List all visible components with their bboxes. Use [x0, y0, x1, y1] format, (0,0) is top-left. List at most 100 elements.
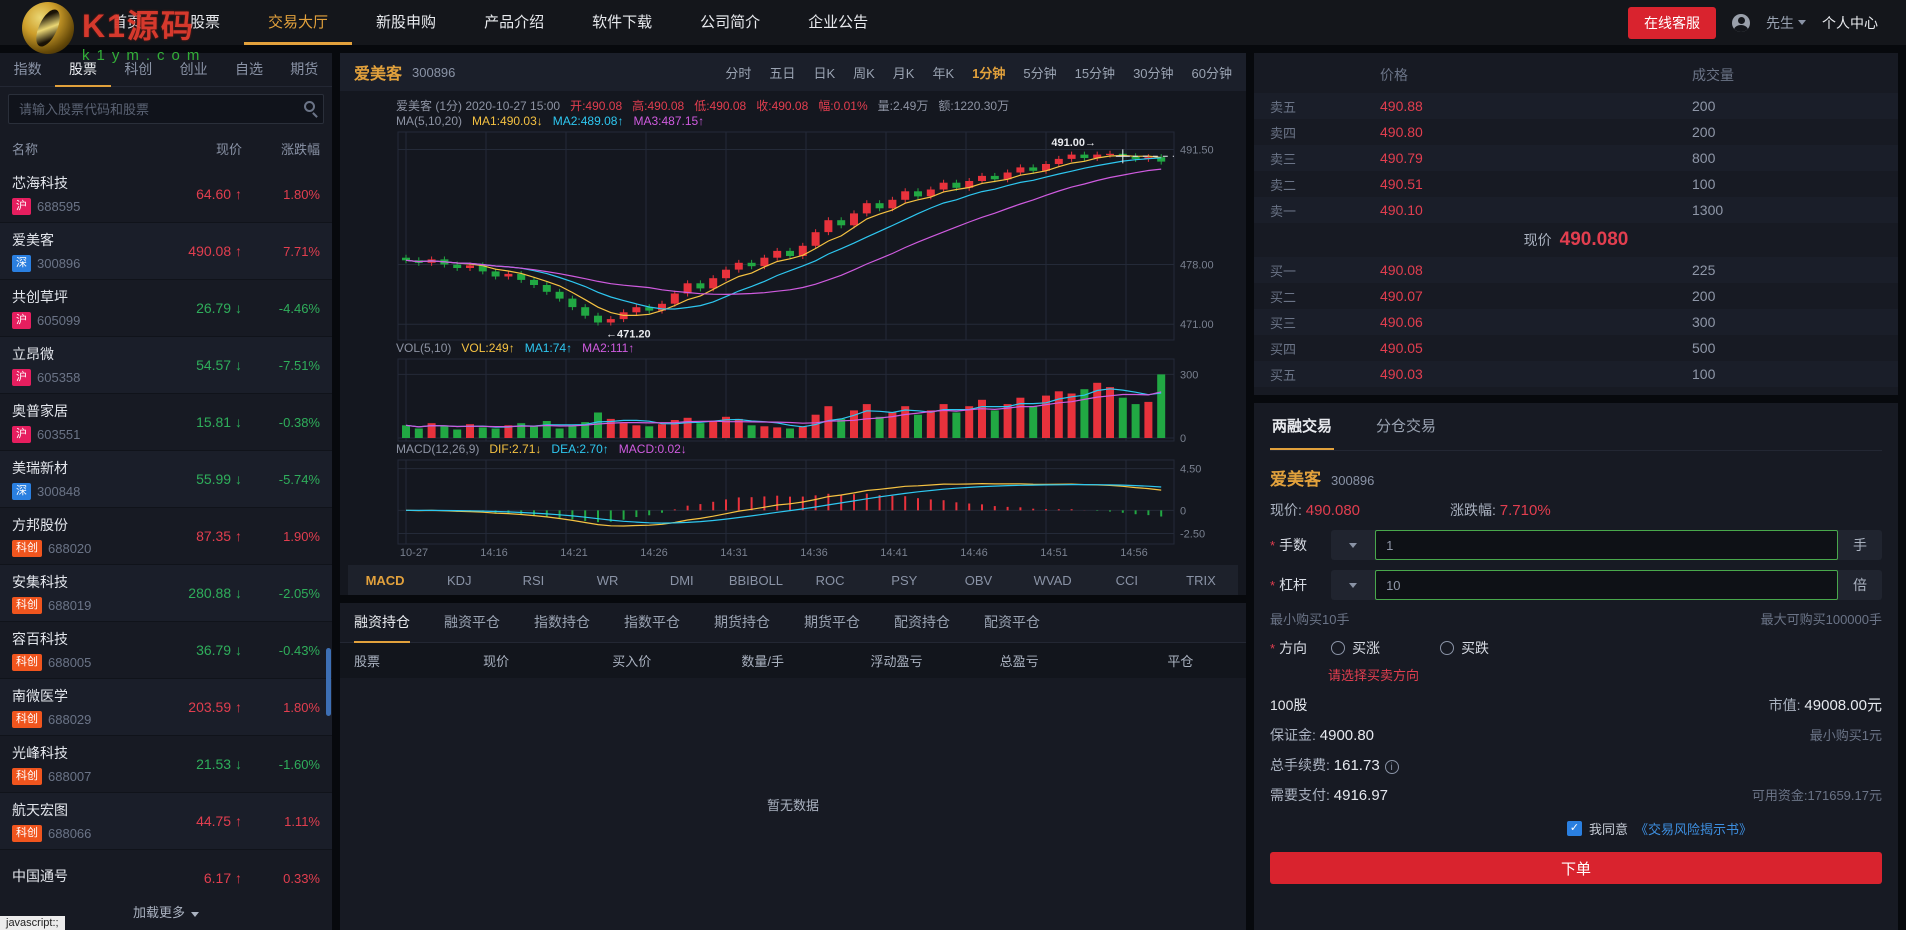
buy-up-radio[interactable]: 买涨 [1331, 638, 1380, 658]
volume-chart[interactable]: 300 0 [348, 358, 1238, 442]
stock-change: -7.51% [278, 357, 320, 373]
online-service-button[interactable]: 在线客服 [1628, 6, 1716, 39]
nav-item-4[interactable]: 产品介绍 [484, 14, 545, 31]
position-tab-6[interactable]: 配资持仓 [894, 613, 950, 630]
timeframe-5分钟[interactable]: 5分钟 [1023, 65, 1057, 81]
market-badge: 科创 [12, 768, 42, 785]
search-icon[interactable] [304, 101, 315, 112]
timeframe-年K[interactable]: 年K [932, 65, 955, 81]
stock-row[interactable]: 安集科技 科创 688019 280.88 ↓ -2.05% [0, 565, 332, 622]
buy-down-radio[interactable]: 买跌 [1440, 638, 1489, 658]
stock-row[interactable]: 奥普家居 沪 603551 15.81 ↓ -0.38% [0, 394, 332, 451]
market-tab-0[interactable]: 指数 [13, 60, 42, 77]
lots-select[interactable] [1331, 542, 1375, 548]
indicator-tab-WVAD[interactable]: WVAD [1033, 572, 1072, 588]
leverage-select[interactable] [1331, 582, 1375, 588]
info-icon[interactable]: i [1384, 760, 1399, 774]
risk-agreement-link[interactable]: 《交易风险揭示书》 [1634, 822, 1752, 837]
order-level: 买三 [1270, 315, 1297, 331]
stock-row[interactable]: 芯海科技 沪 688595 64.60 ↑ 1.80% [0, 166, 332, 223]
scrollbar-thumb[interactable] [326, 648, 331, 716]
stock-row[interactable]: 光峰科技 科创 688007 21.53 ↓ -1.60% [0, 736, 332, 793]
market-tab-1[interactable]: 股票 [55, 53, 111, 87]
nav-item-5[interactable]: 软件下载 [592, 14, 653, 31]
positions-column: 总盈亏 [999, 654, 1039, 669]
user-menu[interactable]: 先生 [1766, 13, 1806, 33]
nav-item-6[interactable]: 公司简介 [700, 14, 761, 31]
stock-row[interactable]: 中国通号 6.17 ↑ 0.33% [0, 850, 332, 896]
stock-name: 共创草坪 [12, 289, 68, 306]
nav-item-2[interactable]: 交易大厅 [244, 0, 353, 45]
position-tab-0[interactable]: 融资持仓 [354, 603, 410, 643]
place-order-button[interactable]: 下单 [1270, 852, 1882, 884]
position-tab-2[interactable]: 指数持仓 [534, 613, 590, 630]
stock-row[interactable]: 立昂微 沪 605358 54.57 ↓ -7.51% [0, 337, 332, 394]
timeframe-五日[interactable]: 五日 [769, 65, 796, 81]
order-book-row[interactable]: 卖三 490.79 800 [1254, 145, 1898, 171]
order-book-row[interactable]: 卖二 490.51 100 [1254, 171, 1898, 197]
indicator-tab-OBV[interactable]: OBV [964, 572, 993, 588]
order-book-row[interactable]: 买五 490.03 100 [1254, 361, 1898, 387]
market-tab-5[interactable]: 期货 [290, 60, 319, 77]
position-tab-1[interactable]: 融资平仓 [444, 613, 500, 630]
stock-row[interactable]: 美瑞新材 深 300848 55.99 ↓ -5.74% [0, 451, 332, 508]
trade-tab-0[interactable]: 两融交易 [1270, 403, 1335, 450]
stock-row[interactable]: 方邦股份 科创 688020 87.35 ↑ 1.90% [0, 508, 332, 565]
stock-row[interactable]: 航天宏图 科创 688066 44.75 ↑ 1.11% [0, 793, 332, 850]
stock-row[interactable]: 南微医学 科创 688029 203.59 ↑ 1.80% [0, 679, 332, 736]
position-tab-4[interactable]: 期货持仓 [714, 613, 770, 630]
nav-item-0[interactable]: 首页 [112, 14, 143, 31]
macd-chart[interactable]: 4.50 0 -2.50 [348, 459, 1238, 545]
agree-checkbox[interactable]: ✓ [1566, 821, 1582, 836]
order-book-row[interactable]: 买三 490.06 300 [1254, 309, 1898, 335]
indicator-tab-KDJ[interactable]: KDJ [446, 572, 472, 588]
stock-row[interactable]: 容百科技 科创 688005 36.79 ↓ -0.43% [0, 622, 332, 679]
nav-item-7[interactable]: 企业公告 [808, 14, 869, 31]
order-book-row[interactable]: 卖五 490.88 200 [1254, 93, 1898, 119]
indicator-tab-RSI[interactable]: RSI [522, 572, 545, 588]
market-tab-3[interactable]: 创业 [179, 60, 208, 77]
timeframe-周K[interactable]: 周K [853, 65, 875, 81]
trade-price-line: 现价: 490.080 涨跌幅: 7.710% [1270, 502, 1551, 519]
leverage-input[interactable] [1375, 570, 1838, 600]
timeframe-日K[interactable]: 日K [813, 65, 836, 81]
order-book-row[interactable]: 买一 490.08 225 [1254, 257, 1898, 283]
nav-item-1[interactable]: 股票 [190, 14, 221, 31]
timeframe-分时[interactable]: 分时 [725, 65, 752, 81]
timeframe-月K[interactable]: 月K [892, 65, 915, 81]
indicator-tab-TRIX[interactable]: TRIX [1186, 572, 1216, 588]
position-tab-3[interactable]: 指数平仓 [624, 613, 680, 630]
timeframe-15分钟[interactable]: 15分钟 [1074, 65, 1116, 81]
timeframe-30分钟[interactable]: 30分钟 [1133, 65, 1174, 81]
position-tab-7[interactable]: 配资平仓 [984, 613, 1040, 630]
nav-item-3[interactable]: 新股申购 [376, 14, 437, 31]
indicator-tab-WR[interactable]: WR [596, 572, 619, 588]
indicator-tab-ROC[interactable]: ROC [815, 572, 845, 588]
share-count: 100股 [1270, 697, 1308, 713]
lots-input[interactable] [1375, 530, 1838, 560]
timeframe-60分钟[interactable]: 60分钟 [1191, 65, 1232, 81]
market-tab-4[interactable]: 自选 [234, 60, 263, 77]
stock-change: -0.43% [278, 642, 320, 658]
load-more-button[interactable]: 加载更多 [0, 896, 332, 930]
indicator-tab-DMI[interactable]: DMI [669, 572, 694, 588]
stock-row[interactable]: 爱美客 深 300896 490.08 ↑ 7.71% [0, 223, 332, 280]
candlestick-chart[interactable]: 491.50 478.00 471.00 ←471.20 491.00→ [348, 131, 1238, 341]
stock-change: 1.90% [283, 528, 320, 544]
indicator-tab-CCI[interactable]: CCI [1115, 572, 1138, 588]
order-price: 490.88 [1380, 98, 1423, 114]
stock-row[interactable]: 共创草坪 沪 605099 26.79 ↓ -4.46% [0, 280, 332, 337]
timeframe-1分钟[interactable]: 1分钟 [972, 65, 1006, 81]
personal-center-link[interactable]: 个人中心 [1822, 14, 1878, 31]
trade-tab-1[interactable]: 分仓交易 [1376, 418, 1437, 435]
order-book-row[interactable]: 买二 490.07 200 [1254, 283, 1898, 309]
market-tab-2[interactable]: 科创 [124, 60, 153, 77]
position-tab-5[interactable]: 期货平仓 [804, 613, 860, 630]
order-book-row[interactable]: 买四 490.05 500 [1254, 335, 1898, 361]
order-book-row[interactable]: 卖一 490.10 1300 [1254, 197, 1898, 223]
indicator-tab-MACD[interactable]: MACD [365, 572, 405, 588]
search-input[interactable] [8, 94, 324, 124]
indicator-tab-BBIBOLL[interactable]: BBIBOLL [728, 572, 784, 588]
order-book-row[interactable]: 卖四 490.80 200 [1254, 119, 1898, 145]
indicator-tab-PSY[interactable]: PSY [891, 572, 918, 588]
